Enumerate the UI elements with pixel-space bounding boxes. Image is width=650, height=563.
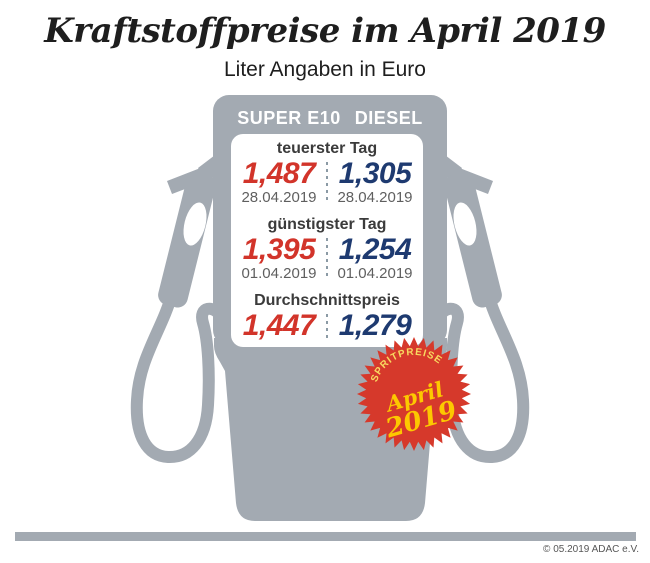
- fuel-label-super-e10: SUPER E10: [237, 108, 341, 128]
- page-subtitle: Liter Angaben in Euro: [224, 58, 426, 81]
- starburst-icon: [357, 337, 471, 451]
- super-e10-cell: 1,395 01.04.2019: [231, 234, 327, 282]
- section-label: Durchschnittspreis: [254, 292, 400, 309]
- diesel-date: 01.04.2019: [337, 265, 413, 282]
- page-title: Kraftstoffpreise im April 2019: [44, 11, 606, 51]
- diesel-price: 1,279: [338, 309, 412, 342]
- super-e10-date: 28.04.2019: [241, 189, 317, 206]
- copyright-text: © 05.2019 ADAC e.V.: [543, 544, 639, 555]
- section-label: günstigster Tag: [267, 216, 387, 233]
- price-row: 1,447 1,279: [231, 310, 423, 341]
- price-row: 1,487 28.04.2019 1,305 28.04.2019: [231, 158, 423, 206]
- super-e10-cell: 1,487 28.04.2019: [231, 158, 327, 206]
- section-durchschnittspreis: Durchschnittspreis 1,447 1,279: [231, 292, 423, 341]
- diesel-cell: 1,305 28.04.2019: [327, 158, 423, 206]
- footer-divider-bar: [15, 532, 636, 541]
- diesel-date: 28.04.2019: [337, 189, 413, 206]
- diesel-price: 1,254: [338, 233, 412, 266]
- fuel-label-diesel: DIESEL: [354, 108, 423, 128]
- diesel-cell: 1,254 01.04.2019: [327, 234, 423, 282]
- super-e10-cell: 1,447: [231, 310, 327, 341]
- super-e10-price: 1,447: [242, 309, 316, 342]
- section-label: teuerster Tag: [276, 140, 378, 157]
- pump-header: SUPER E10 DIESEL: [213, 109, 447, 127]
- super-e10-date: 01.04.2019: [241, 265, 317, 282]
- super-e10-price: 1,395: [242, 233, 316, 266]
- section-guenstigster-tag: günstigster Tag 1,395 01.04.2019 1,254 0…: [231, 216, 423, 282]
- super-e10-price: 1,487: [242, 157, 316, 190]
- diesel-price: 1,305: [338, 157, 412, 190]
- diesel-cell: 1,279: [327, 310, 423, 341]
- price-panel: teuerster Tag 1,487 28.04.2019 1,305 28.…: [231, 134, 423, 347]
- price-row: 1,395 01.04.2019 1,254 01.04.2019: [231, 234, 423, 282]
- section-teuerster-tag: teuerster Tag 1,487 28.04.2019 1,305 28.…: [231, 140, 423, 206]
